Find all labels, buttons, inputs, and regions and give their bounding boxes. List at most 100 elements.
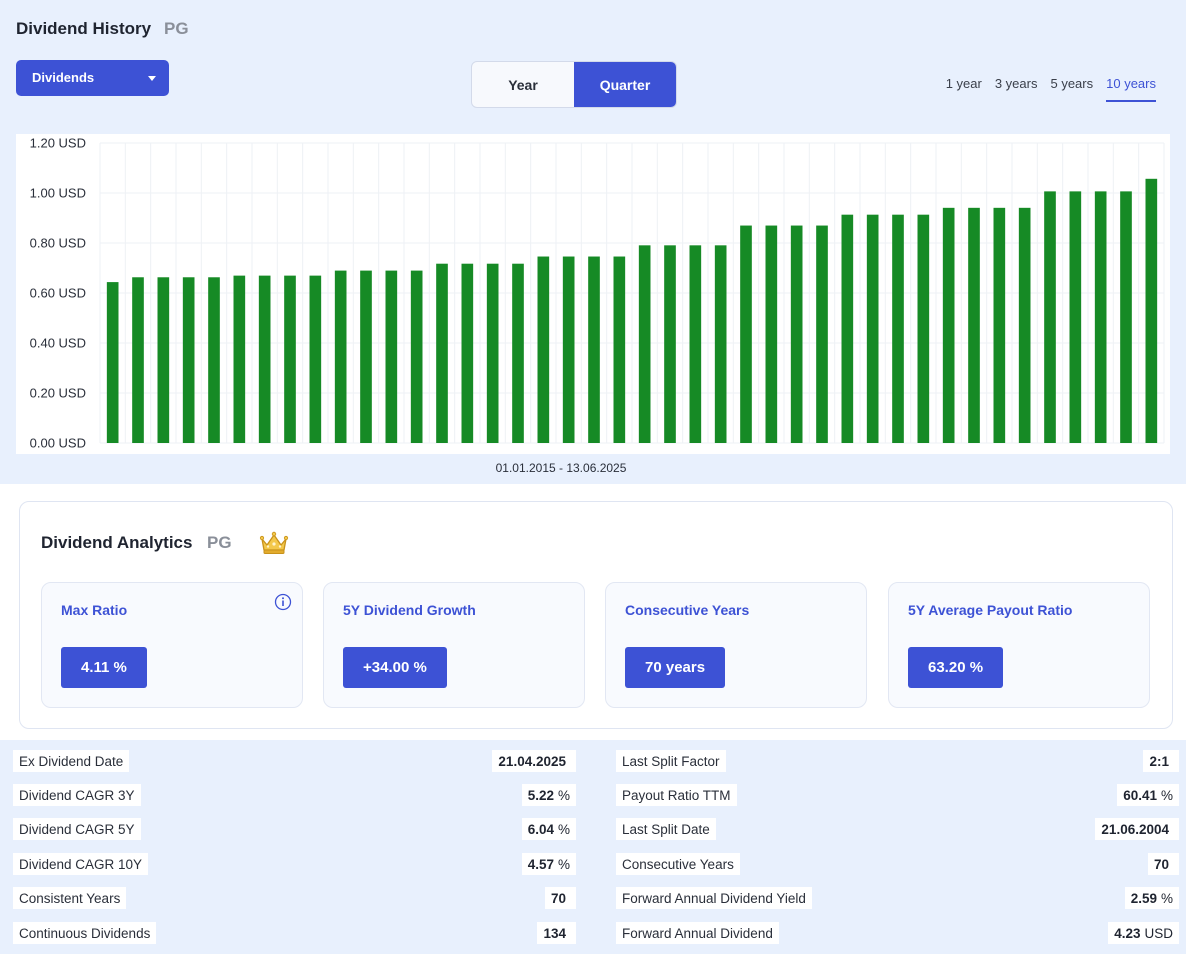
dividend-bar[interactable] xyxy=(942,207,955,443)
y-tick-label: 1.20 USD xyxy=(30,136,86,151)
dividend-bar[interactable] xyxy=(334,270,347,443)
stat-label: Last Split Date xyxy=(616,818,716,840)
stat-label: Consecutive Years xyxy=(616,853,740,875)
chevron-down-icon xyxy=(148,76,156,81)
stat-label: Forward Annual Dividend xyxy=(616,922,779,944)
card-label: Max Ratio xyxy=(61,602,128,618)
dividend-bar[interactable] xyxy=(106,282,119,443)
crown-icon xyxy=(259,531,289,554)
stat-value: 134 xyxy=(537,922,576,944)
dividend-bar-chart: 0.00 USD 0.20 USD 0.40 USD 0.60 USD 0.80 USD… xyxy=(30,136,1165,451)
stat-label: Dividend CAGR 5Y xyxy=(13,818,141,840)
dividend-bar[interactable] xyxy=(816,225,828,443)
dividend-analytics-panel: Dividend Analytics PG Max Ratio 4.11 % 5… xyxy=(19,501,1173,729)
stat-value: 21.04.2025 xyxy=(492,750,576,772)
dividend-bar[interactable] xyxy=(917,214,930,443)
dividend-bar[interactable] xyxy=(1120,191,1132,443)
stat-value: 21.06.2004 xyxy=(1095,818,1179,840)
metric-dropdown[interactable]: Dividends xyxy=(16,60,169,96)
stat-label: Payout Ratio TTM xyxy=(616,784,737,806)
dividend-bar[interactable] xyxy=(993,207,1006,443)
dividend-bar[interactable] xyxy=(284,275,296,443)
stat-value: 60.41% xyxy=(1117,784,1179,806)
dividend-bar[interactable] xyxy=(1094,191,1107,443)
max-ratio-card: Max Ratio 4.11 % xyxy=(41,582,303,708)
range-1-year[interactable]: 1 year xyxy=(945,76,982,91)
dividend-bar[interactable] xyxy=(132,277,144,443)
dividend-bar[interactable] xyxy=(385,270,398,443)
dividend-analytics-title: Dividend Analytics xyxy=(41,533,193,552)
dividend-bar[interactable] xyxy=(892,214,904,443)
dividend-bar[interactable] xyxy=(233,275,246,443)
dividend-analytics-ticker: PG xyxy=(207,533,232,552)
dividend-bar[interactable] xyxy=(360,270,372,443)
y-tick-label: 0.00 USD xyxy=(30,436,86,451)
card-value: 70 years xyxy=(625,647,726,688)
card-value: 4.11 % xyxy=(61,647,147,688)
stat-value: 5.22% xyxy=(521,784,576,806)
dividend-bar[interactable] xyxy=(689,245,702,443)
period-toggle: Year Quarter xyxy=(471,61,677,108)
payout-ratio-card: 5Y Average Payout Ratio 63.20 % xyxy=(888,582,1150,708)
dividend-bar[interactable] xyxy=(157,277,170,443)
dividend-bar[interactable] xyxy=(537,256,550,443)
dividend-bar[interactable] xyxy=(740,225,752,443)
dividend-bar[interactable] xyxy=(968,207,980,443)
dividend-bar[interactable] xyxy=(841,214,854,443)
dividend-bar[interactable] xyxy=(1044,191,1056,443)
dividend-bar[interactable] xyxy=(638,245,651,443)
stat-label: Dividend CAGR 10Y xyxy=(13,853,149,875)
stat-value: 70 xyxy=(1147,853,1179,875)
toggle-year-button[interactable]: Year xyxy=(508,76,538,93)
metric-dropdown-label: Dividends xyxy=(32,70,95,85)
stat-label: Dividend CAGR 3Y xyxy=(13,784,141,806)
dividend-bar[interactable] xyxy=(613,256,626,443)
dividend-bar[interactable] xyxy=(866,214,879,443)
stat-value: 70 xyxy=(544,887,576,909)
card-label: 5Y Dividend Growth xyxy=(343,602,476,618)
dividend-bar[interactable] xyxy=(1069,191,1082,443)
dividend-bar[interactable] xyxy=(714,245,727,443)
dividend-bar[interactable] xyxy=(410,270,423,443)
y-tick-label: 0.80 USD xyxy=(30,236,86,251)
range-5-years[interactable]: 5 years xyxy=(1050,76,1094,91)
dividend-history-title: Dividend History xyxy=(16,19,152,38)
info-icon[interactable] xyxy=(274,593,292,611)
dividend-bar[interactable] xyxy=(1018,207,1031,443)
y-tick-label: 0.60 USD xyxy=(30,286,86,301)
dividend-bar[interactable] xyxy=(562,256,575,443)
dividend-bar[interactable] xyxy=(461,263,474,443)
range-10-years[interactable]: 10 years xyxy=(1106,76,1156,102)
y-tick-label: 0.20 USD xyxy=(30,386,86,401)
dividend-history-ticker: PG xyxy=(164,19,189,38)
y-tick-label: 0.40 USD xyxy=(30,336,86,351)
dividend-bar[interactable] xyxy=(208,277,220,443)
range-3-years[interactable]: 3 years xyxy=(994,76,1038,91)
dividend-bar[interactable] xyxy=(182,277,195,443)
y-tick-label: 1.00 USD xyxy=(30,186,86,201)
dividend-bar[interactable] xyxy=(436,263,448,443)
dividend-bar[interactable] xyxy=(512,263,524,443)
stat-value: 4.23 USD xyxy=(1108,922,1179,944)
toggle-quarter-button[interactable]: Quarter xyxy=(574,62,676,107)
stat-value: 2.59% xyxy=(1124,887,1179,909)
dividend-chart: 0.00 USD 0.20 USD 0.40 USD 0.60 USD 0.80 USD… xyxy=(16,134,1170,454)
dividend-bar[interactable] xyxy=(1145,178,1158,444)
stat-value: 2:1 xyxy=(1143,750,1179,772)
stat-label: Forward Annual Dividend Yield xyxy=(616,887,812,909)
chart-period-label: 01.01.2015 - 13.06.2025 xyxy=(495,461,627,475)
stat-label: Continuous Dividends xyxy=(13,922,157,944)
dividend-bar[interactable] xyxy=(588,256,600,443)
dividend-growth-card: 5Y Dividend Growth +34.00 % xyxy=(323,582,585,708)
dividend-bar[interactable] xyxy=(790,225,803,443)
card-label: 5Y Average Payout Ratio xyxy=(908,602,1073,618)
stat-value: 4.57% xyxy=(521,853,576,875)
range-selector: 1 year 3 years 5 years 10 years xyxy=(946,76,1156,102)
dividend-bar[interactable] xyxy=(309,275,322,443)
dividend-bar[interactable] xyxy=(765,225,778,443)
dividend-bar[interactable] xyxy=(258,275,271,443)
dividend-bar[interactable] xyxy=(664,245,676,443)
dividend-bar[interactable] xyxy=(486,263,499,443)
card-value: +34.00 % xyxy=(343,647,447,688)
card-label: Consecutive Years xyxy=(625,602,750,618)
